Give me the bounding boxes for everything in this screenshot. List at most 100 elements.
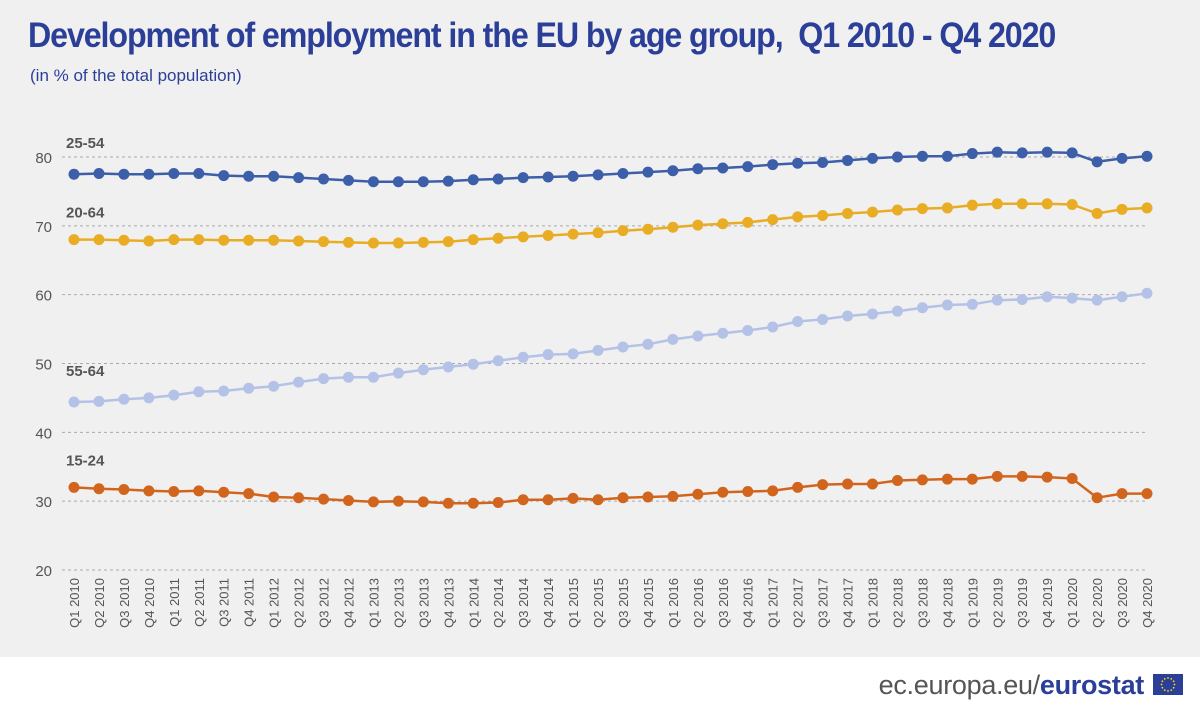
data-point xyxy=(792,481,804,493)
chart-panel xyxy=(0,0,1200,657)
data-point xyxy=(243,234,255,246)
data-point xyxy=(118,483,130,495)
x-tick-label: Q2 2013 xyxy=(391,578,406,628)
data-point xyxy=(767,214,779,226)
data-point xyxy=(717,327,729,339)
data-point xyxy=(318,493,330,505)
x-tick-label: Q3 2015 xyxy=(616,578,631,628)
data-point xyxy=(68,481,80,493)
data-point xyxy=(592,344,604,356)
data-point xyxy=(168,168,180,180)
data-point xyxy=(842,207,854,219)
data-point xyxy=(417,496,429,508)
x-tick-label: Q4 2011 xyxy=(242,578,257,627)
data-point xyxy=(168,486,180,498)
x-tick-label: Q4 2017 xyxy=(841,578,856,628)
data-point xyxy=(916,302,928,314)
data-point xyxy=(243,170,255,182)
data-point xyxy=(767,159,779,171)
data-point xyxy=(642,166,654,178)
data-point xyxy=(492,355,504,367)
data-point xyxy=(243,488,255,500)
data-point xyxy=(417,364,429,376)
data-point xyxy=(867,152,879,164)
x-tick-label: Q4 2015 xyxy=(641,578,656,628)
data-point xyxy=(193,386,205,398)
data-point xyxy=(941,473,953,485)
data-point xyxy=(268,170,280,182)
x-tick-label: Q1 2012 xyxy=(267,578,282,628)
x-tick-label: Q4 2014 xyxy=(541,578,556,628)
data-point xyxy=(592,169,604,181)
data-point xyxy=(692,163,704,175)
data-point xyxy=(1141,202,1153,214)
data-point xyxy=(742,324,754,336)
x-tick-label: Q4 2012 xyxy=(341,578,356,628)
data-point xyxy=(293,172,305,184)
x-tick-label: Q3 2013 xyxy=(416,578,431,628)
data-point xyxy=(792,316,804,328)
data-point xyxy=(991,198,1003,210)
data-point xyxy=(767,321,779,333)
line-chart: 20 30 40 50 60 70 80 Q1 2010 Q2 2010 Q3 2010 Q4 20… xyxy=(35,135,1155,628)
x-tick-label: Q4 2020 xyxy=(1140,578,1155,628)
data-point xyxy=(617,225,629,237)
y-tick-label: 50 xyxy=(35,357,52,374)
data-point xyxy=(792,211,804,223)
data-point xyxy=(193,168,205,180)
data-point xyxy=(717,486,729,498)
data-point xyxy=(567,348,579,360)
x-tick-label: Q2 2015 xyxy=(591,578,606,628)
data-point xyxy=(68,396,80,408)
data-point xyxy=(1141,150,1153,162)
y-tick-label: 60 xyxy=(35,288,52,305)
data-point xyxy=(891,475,903,487)
data-point xyxy=(1066,292,1078,304)
data-point xyxy=(193,485,205,497)
data-point xyxy=(93,234,105,246)
data-point xyxy=(392,367,404,379)
y-tick-label: 70 xyxy=(35,219,52,236)
series-line-55-64 xyxy=(73,292,1148,404)
data-point xyxy=(417,236,429,248)
data-point xyxy=(542,229,554,241)
data-point xyxy=(617,341,629,353)
data-point xyxy=(867,206,879,218)
data-point xyxy=(318,173,330,185)
data-point xyxy=(941,299,953,311)
data-point xyxy=(842,310,854,322)
data-point xyxy=(318,236,330,248)
data-point xyxy=(966,298,978,310)
data-point xyxy=(492,497,504,509)
data-point xyxy=(867,308,879,320)
data-point xyxy=(817,210,829,222)
data-point xyxy=(293,376,305,388)
data-point xyxy=(642,223,654,235)
data-point xyxy=(567,228,579,240)
data-point xyxy=(991,146,1003,158)
data-point xyxy=(617,168,629,180)
data-point xyxy=(342,236,354,248)
data-point xyxy=(218,170,230,182)
x-tick-label: Q1 2018 xyxy=(866,578,881,628)
data-point xyxy=(642,491,654,503)
data-point xyxy=(1091,156,1103,168)
eurostat-url[interactable]: ec.europa.eu/eurostat xyxy=(879,670,1145,701)
data-point xyxy=(817,157,829,169)
data-point xyxy=(1041,198,1053,210)
data-point xyxy=(392,495,404,507)
data-point xyxy=(442,497,454,509)
data-point xyxy=(1116,152,1128,164)
data-point xyxy=(68,168,80,180)
data-point xyxy=(218,385,230,397)
x-tick-label: Q2 2014 xyxy=(491,578,506,628)
data-point xyxy=(467,174,479,186)
data-point xyxy=(143,392,155,404)
series-line-20-64 xyxy=(74,202,1148,245)
x-tick-label: Q2 2010 xyxy=(92,578,107,628)
data-point xyxy=(517,351,529,363)
x-tick-label: Q2 2012 xyxy=(292,578,307,628)
data-point xyxy=(916,150,928,162)
data-point xyxy=(293,235,305,247)
data-point xyxy=(1141,488,1153,500)
